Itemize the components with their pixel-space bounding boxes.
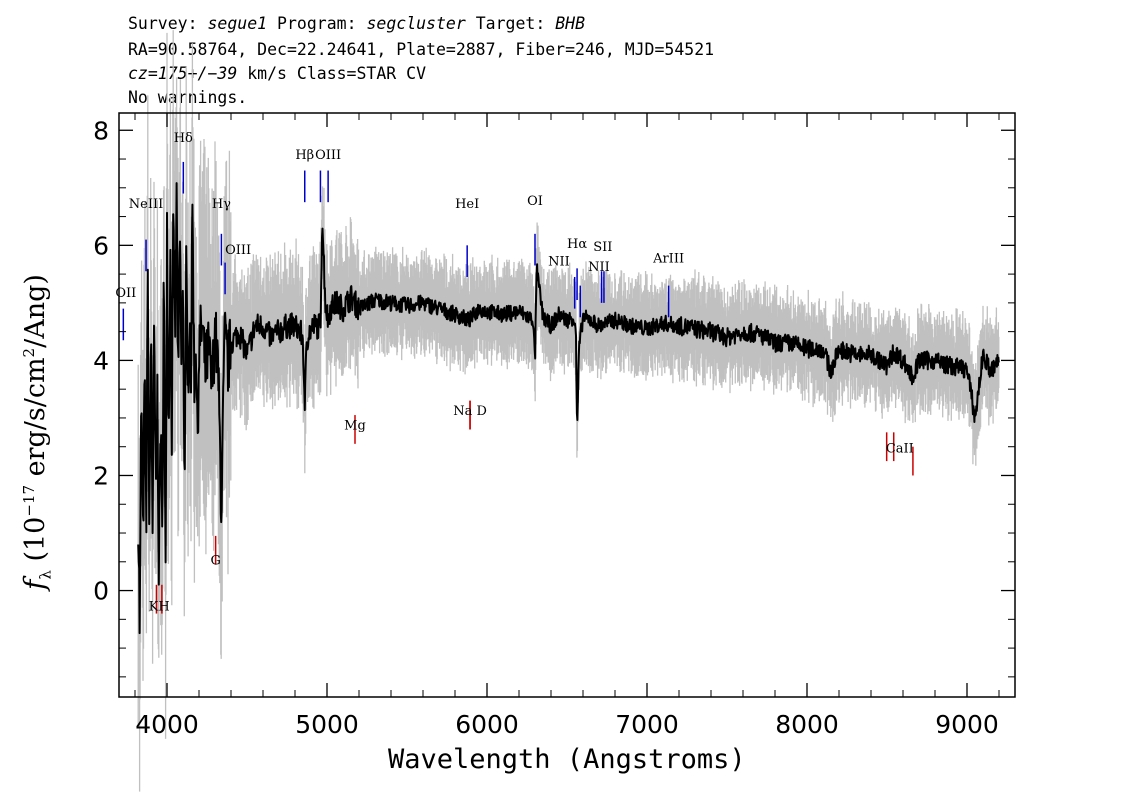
program-value: segcluster	[366, 14, 466, 33]
cz-units-class: km/s Class=STAR CV	[247, 64, 427, 83]
line-label-g: G	[210, 554, 220, 569]
line-label-neiii: NeIII	[129, 197, 163, 212]
x-tick-label: 7000	[615, 710, 679, 739]
target-value: BHB	[555, 14, 586, 33]
error-band	[137, 30, 1000, 792]
survey-label: Survey:	[128, 14, 198, 33]
line-label-nii_b: NII	[588, 260, 610, 275]
axes: 4000 5000 6000 7000 8000 9000 0 2 4 6 8	[93, 112, 1016, 739]
y-tick-label: 4	[93, 346, 109, 375]
y-axis-label: fλ (10−17 erg/s/cm2/Ang)	[18, 274, 55, 590]
line-label-oiii_a: OIII	[225, 243, 251, 258]
survey-value: segue1	[207, 14, 268, 33]
y-tick-label: 8	[93, 116, 109, 145]
x-tick-label: 6000	[455, 710, 519, 739]
spectrum-series	[137, 182, 1000, 635]
error-band-path	[137, 30, 1000, 792]
y-tick-label: 6	[93, 231, 109, 260]
y-tick-label: 0	[93, 577, 109, 606]
line-label-kh: KH	[149, 600, 170, 615]
line-label-hbeta: Hβ	[295, 148, 314, 163]
line-label-oiii_b: OIII	[315, 148, 341, 163]
line-label-mg: Mg	[344, 418, 366, 433]
header-line-2: RA=90.58764, Dec=22.24641, Plate=2887, F…	[128, 40, 715, 59]
line-label-hei: HeI	[455, 197, 479, 212]
x-axis-label: Wavelength (Angstroms)	[388, 744, 746, 775]
line-label-ariii: ArIII	[652, 252, 684, 267]
line-label-sii: SII	[593, 240, 612, 255]
spectrum-line	[137, 182, 1000, 635]
target-label: Target:	[475, 14, 546, 33]
spectral-line-markers	[122, 161, 914, 614]
x-tick-label: 4000	[135, 710, 199, 739]
x-tick-label: 5000	[295, 710, 359, 739]
line-label-hgamma: Hγ	[212, 197, 231, 212]
header-line-3: cz=175+/−39 km/s Class=STAR CV	[128, 64, 426, 84]
cz-value: cz=175+/−39	[128, 64, 238, 83]
y-tick-label: 2	[93, 461, 109, 490]
plot-frame	[118, 112, 1016, 698]
x-tick-label: 8000	[775, 710, 839, 739]
line-label-caii: CaII	[886, 441, 914, 456]
line-label-nii_a: NII	[548, 254, 570, 269]
line-label-nad: Na D	[453, 404, 487, 419]
line-label-halpha: Hα	[567, 237, 587, 252]
program-label: Program:	[277, 14, 357, 33]
line-label-oi: OI	[527, 194, 543, 209]
line-label-oii: OII	[115, 286, 136, 301]
header-line-1: Survey: segue1 Program: segcluster Targe…	[128, 14, 585, 34]
x-tick-label: 9000	[935, 710, 999, 739]
line-label-hdelta: Hδ	[174, 131, 193, 146]
